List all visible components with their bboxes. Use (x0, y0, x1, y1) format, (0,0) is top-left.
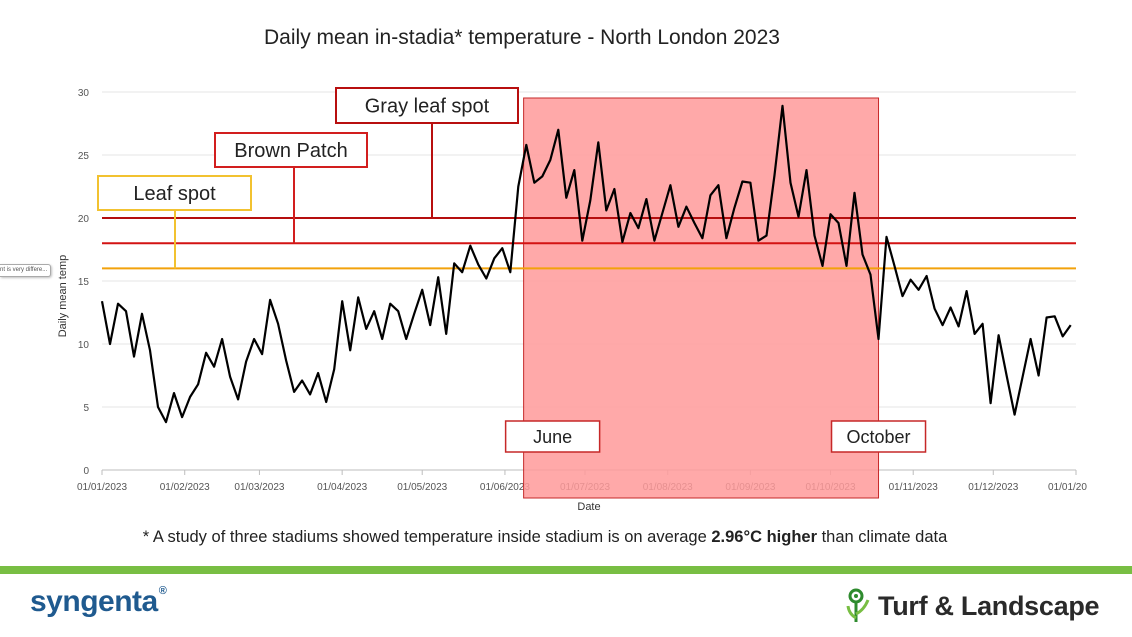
threshold-label: Gray leaf spot (365, 96, 490, 118)
footnote: * A study of three stadiums showed tempe… (0, 528, 1090, 547)
annotation-box (97, 175, 252, 211)
x-tick-label: 01/06/2023 (480, 482, 530, 493)
x-axis-label: Date (577, 501, 600, 513)
chart-title: Daily mean in-stadia* temperature - Nort… (264, 26, 780, 49)
line-chart: 0 5 10 15 20 25 30 01/01/2023 01/02/2023 01/03/2… (57, 87, 1087, 513)
x-tick-label: 01/03/2023 (234, 482, 284, 493)
x-tick-label: 01/04/2023 (317, 482, 367, 493)
period-label: October (847, 427, 911, 447)
x-tick-label: 01/02/2023 (160, 482, 210, 493)
x-tick-label: 01/12/2023 (968, 482, 1018, 493)
threshold-label: Leaf spot (133, 183, 216, 205)
annotation-labels: Leaf spot Brown Patch Gray leaf spot June Oc… (97, 87, 927, 453)
syngenta-logo: syngenta® (30, 585, 167, 618)
threshold-lines (102, 217, 1076, 270)
y-tick-label: 25 (78, 151, 90, 162)
x-tick-label: 01/05/2023 (397, 482, 447, 493)
footnote-highlight: 2.96°C higher (711, 528, 818, 546)
period-label-box (504, 420, 601, 453)
footer-divider (0, 566, 1132, 574)
x-tick-label: 01/01/2023 (77, 482, 127, 493)
y-tick-label: 5 (83, 403, 89, 414)
grass-leaf-icon (846, 588, 870, 622)
series-line (100, 104, 1072, 424)
syngenta-logo-text: syngenta (30, 585, 158, 618)
turf-landscape-logo: Turf & Landscape (846, 586, 1100, 626)
period-label-box (830, 420, 927, 453)
y-tick-label: 10 (78, 340, 90, 351)
x-tick-label: 01/01/20 (1048, 482, 1087, 493)
footnote-suffix: than climate data (817, 528, 948, 546)
y-axis-ticks: 0 5 10 15 20 25 30 (78, 88, 90, 477)
y-tick-label: 20 (78, 214, 90, 225)
side-tooltip[interactable]: nt is very differe... (0, 264, 51, 277)
period-label: June (533, 427, 572, 447)
annotation-box (335, 87, 519, 124)
y-tick-label: 30 (78, 88, 90, 99)
turf-landscape-logo-text: Turf & Landscape (878, 590, 1100, 621)
x-tick-label: 01/11/2023 (889, 482, 939, 493)
y-axis-label: Daily mean temp (57, 255, 69, 338)
series-lines (100, 104, 1072, 424)
y-tick-label: 15 (78, 277, 90, 288)
footnote-prefix: * A study of three stadiums showed tempe… (142, 528, 712, 546)
annotation-box (214, 132, 368, 168)
threshold-label: Brown Patch (234, 140, 347, 162)
y-tick-label: 0 (83, 466, 89, 477)
